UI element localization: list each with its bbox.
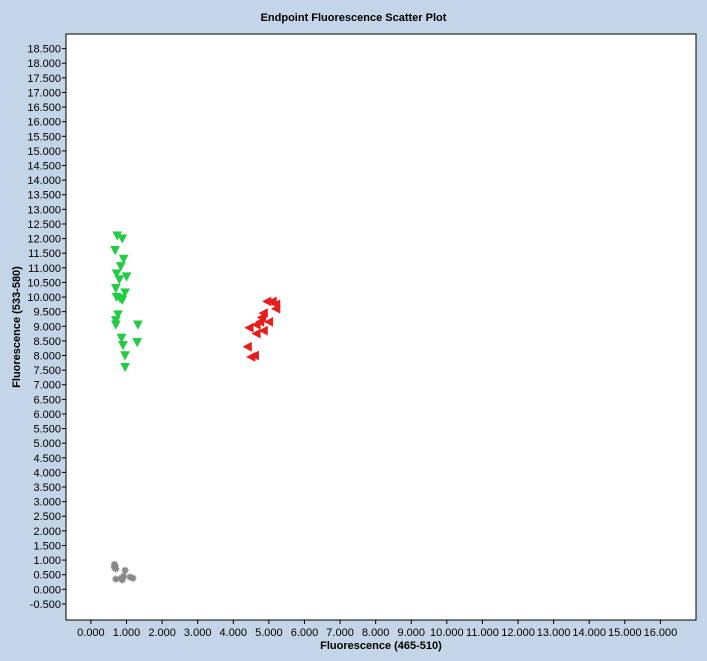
- x-tick-label: 15.000: [608, 627, 642, 639]
- y-tick-label: 0.000: [33, 584, 61, 596]
- y-tick-label: 18.000: [27, 58, 61, 70]
- y-tick-label: 15.000: [27, 146, 61, 158]
- data-point: [132, 320, 143, 330]
- data-point: [242, 341, 252, 352]
- x-axis-label: Fluorescence (465-510): [320, 640, 442, 652]
- y-tick-label: 7.500: [33, 365, 61, 377]
- data-point: [116, 333, 127, 343]
- data-point: [110, 320, 121, 330]
- data-point: [120, 288, 131, 298]
- data-point: [270, 303, 281, 314]
- y-tick-label: 6.000: [33, 409, 61, 421]
- x-tick-label: 9.000: [397, 627, 425, 639]
- x-tick-label: 12.000: [501, 627, 535, 639]
- y-tick-label: 10.000: [27, 292, 61, 304]
- y-tick-label: 17.000: [27, 87, 61, 99]
- y-tick-label: 11.500: [28, 248, 61, 260]
- y-tick-label: 4.000: [33, 467, 61, 479]
- data-point: [258, 325, 268, 336]
- data-point: [117, 234, 128, 244]
- data-point: [129, 574, 137, 582]
- x-tick-label: 1.000: [113, 627, 141, 639]
- y-tick-label: 10.500: [27, 277, 61, 289]
- data-point: [115, 262, 126, 272]
- y-tick-label: -0.500: [30, 599, 61, 611]
- x-axis-ticks: 0.000 1.000 2.000 3.000 4.000 5.000 6.000 7.000…: [77, 620, 677, 639]
- x-tick-label: 6.000: [291, 627, 319, 639]
- y-tick-label: 12.000: [27, 234, 61, 246]
- y-tick-label: 7.000: [33, 380, 61, 392]
- data-point: [244, 322, 254, 333]
- y-axis-ticks: -0.500 0.000 0.500 1.000 1.500 2.000 2.500 3.00…: [27, 44, 66, 611]
- y-tick-label: 18.500: [27, 44, 61, 56]
- data-point: [110, 284, 121, 294]
- x-tick-label: 4.000: [220, 627, 248, 639]
- y-tick-label: 12.500: [27, 219, 61, 231]
- y-tick-label: 5.500: [33, 424, 61, 436]
- y-tick-label: 3.000: [33, 497, 61, 509]
- x-tick-label: 3.000: [184, 627, 212, 639]
- data-point: [111, 269, 122, 279]
- y-tick-label: 8.500: [33, 336, 61, 348]
- x-tick-label: 0.000: [77, 627, 105, 639]
- data-points: [110, 231, 281, 584]
- data-point: [110, 246, 121, 256]
- y-tick-label: 14.500: [27, 161, 61, 173]
- y-tick-label: 2.000: [33, 526, 61, 538]
- y-tick-label: 13.000: [27, 204, 61, 216]
- y-tick-label: 9.000: [33, 321, 61, 333]
- data-point: [251, 319, 261, 330]
- y-tick-label: 15.500: [27, 131, 61, 143]
- x-tick-label: 10.000: [430, 627, 464, 639]
- data-point: [121, 566, 129, 574]
- x-tick-label: 13.000: [537, 627, 571, 639]
- data-point: [251, 328, 261, 339]
- data-point: [118, 341, 128, 351]
- data-point: [121, 272, 132, 282]
- x-tick-label: 2.000: [148, 627, 176, 639]
- data-point: [132, 338, 143, 348]
- plot-area: [65, 33, 697, 621]
- y-tick-label: 0.500: [33, 570, 61, 582]
- y-tick-label: 9.500: [33, 307, 61, 319]
- data-point: [114, 275, 125, 285]
- data-point: [126, 573, 134, 581]
- y-tick-label: 2.500: [33, 511, 61, 523]
- y-tick-label: 11.000: [28, 263, 61, 275]
- y-tick-label: 3.500: [33, 482, 61, 494]
- y-tick-label: 6.500: [33, 394, 61, 406]
- y-tick-label: 14.000: [27, 175, 61, 187]
- y-tick-label: 13.500: [27, 190, 61, 202]
- data-point: [113, 310, 123, 320]
- data-point: [112, 575, 120, 583]
- y-tick-label: 16.000: [27, 117, 61, 129]
- x-tick-label: 5.000: [255, 627, 283, 639]
- chart-title: Endpoint Fluorescence Scatter Plot: [260, 12, 447, 24]
- data-point: [112, 565, 120, 573]
- y-tick-label: 1.500: [33, 540, 61, 552]
- x-tick-label: 11.000: [466, 627, 499, 639]
- y-tick-label: 4.500: [33, 453, 61, 465]
- data-point: [120, 351, 131, 361]
- x-tick-label: 16.000: [644, 627, 678, 639]
- y-axis-label: Fluorescence (533-580): [11, 266, 23, 388]
- y-tick-label: 1.000: [33, 555, 61, 567]
- x-tick-label: 7.000: [326, 627, 354, 639]
- data-point: [120, 362, 131, 373]
- x-tick-label: 8.000: [362, 627, 390, 639]
- y-tick-label: 5.000: [33, 438, 61, 450]
- y-tick-label: 8.000: [33, 350, 61, 362]
- x-tick-label: 14.000: [572, 627, 606, 639]
- data-point: [263, 316, 274, 327]
- data-point: [118, 576, 126, 584]
- data-point: [118, 254, 129, 265]
- y-tick-label: 17.500: [27, 73, 61, 85]
- y-tick-label: 16.500: [27, 102, 61, 114]
- data-point: [246, 352, 256, 362]
- data-point: [117, 295, 128, 305]
